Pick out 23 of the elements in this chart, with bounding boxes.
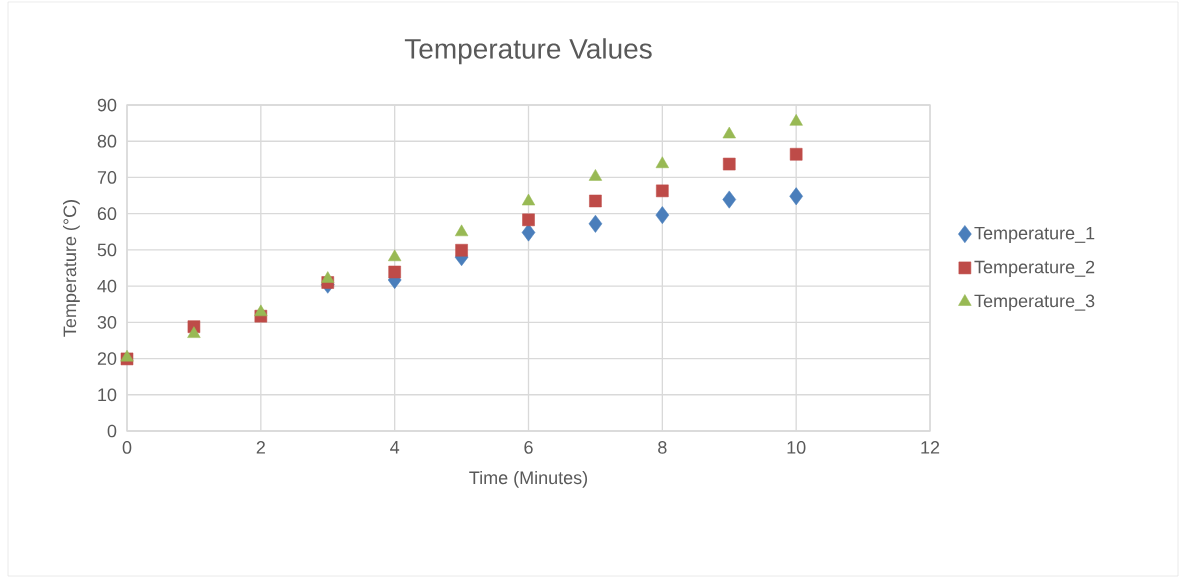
x-tick-label: 12: [921, 441, 940, 454]
x-tick-label: 4: [390, 441, 400, 454]
legend-label: Temperature_1: [974, 226, 1095, 244]
y-tick-label: 10: [98, 388, 117, 402]
y-tick-label: 30: [97, 315, 117, 329]
x-tick-label: 8: [658, 441, 667, 454]
y-tick-label: 60: [97, 207, 117, 221]
x-tick-label: 6: [524, 441, 533, 454]
y-tick-label: 70: [97, 171, 117, 184]
x-tick-label: 10: [787, 441, 806, 454]
y-tick-label: 40: [97, 279, 117, 293]
y-tick-label: 90: [97, 98, 117, 112]
y-tick-label: 0: [107, 424, 117, 438]
y-tick-label: 80: [97, 134, 117, 148]
x-tick-label: 0: [122, 441, 132, 454]
chart-title: Temperature Values: [404, 38, 652, 65]
y-tick-label: 50: [97, 243, 117, 257]
legend-label: Temperature_2: [974, 260, 1095, 277]
y-tick-label: 20: [97, 352, 117, 365]
x-axis-title: Time (Minutes): [469, 470, 588, 488]
y-axis-title: Temperature (°C): [63, 200, 80, 337]
x-tick-label: 2: [256, 441, 265, 454]
legend-label: Temperature_3: [974, 294, 1095, 311]
